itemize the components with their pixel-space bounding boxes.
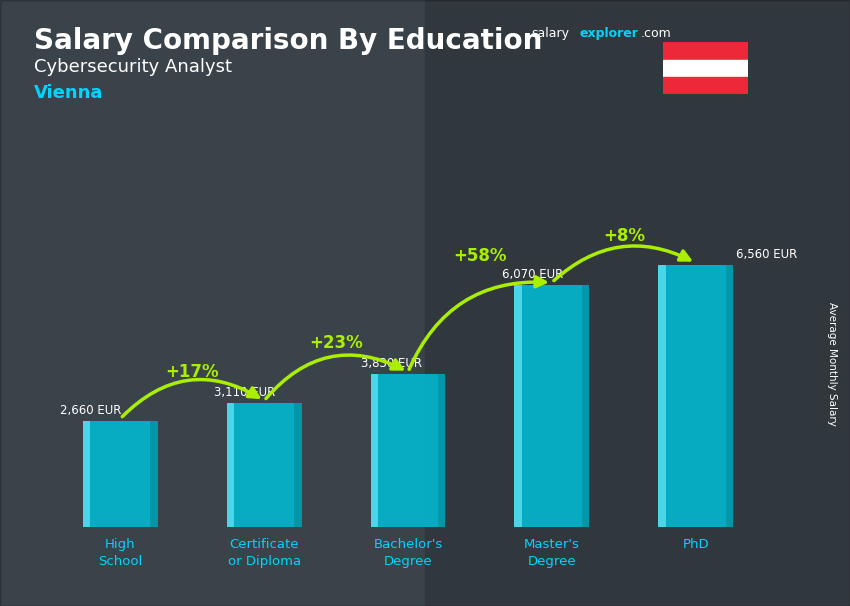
Text: 2,660 EUR: 2,660 EUR xyxy=(60,404,122,417)
Text: +58%: +58% xyxy=(453,247,507,265)
Bar xyxy=(294,403,302,527)
Bar xyxy=(514,285,522,527)
Bar xyxy=(83,421,90,527)
Text: 3,830 EUR: 3,830 EUR xyxy=(360,358,422,370)
Text: +23%: +23% xyxy=(309,334,363,352)
Text: 3,110 EUR: 3,110 EUR xyxy=(214,386,275,399)
Bar xyxy=(663,77,748,94)
Bar xyxy=(371,375,445,527)
Text: 6,560 EUR: 6,560 EUR xyxy=(736,248,797,261)
Text: explorer: explorer xyxy=(580,27,638,40)
Text: .com: .com xyxy=(641,27,672,40)
Text: +8%: +8% xyxy=(603,227,645,245)
Bar xyxy=(150,421,158,527)
Bar xyxy=(371,375,378,527)
Text: Salary Comparison By Education: Salary Comparison By Education xyxy=(34,27,542,55)
Text: Cybersecurity Analyst: Cybersecurity Analyst xyxy=(34,58,232,76)
Bar xyxy=(726,265,733,527)
Bar xyxy=(227,403,235,527)
Bar xyxy=(438,375,445,527)
Text: 6,070 EUR: 6,070 EUR xyxy=(502,268,563,281)
Bar xyxy=(658,265,666,527)
Bar xyxy=(658,265,733,527)
Bar xyxy=(425,0,850,606)
Bar xyxy=(663,42,748,59)
Bar xyxy=(663,59,748,77)
Bar xyxy=(581,285,589,527)
Bar xyxy=(0,0,425,606)
Bar xyxy=(514,285,589,527)
Text: salary: salary xyxy=(531,27,570,40)
Text: Vienna: Vienna xyxy=(34,84,104,102)
Bar xyxy=(83,421,158,527)
Bar xyxy=(227,403,302,527)
Text: Average Monthly Salary: Average Monthly Salary xyxy=(827,302,837,425)
Text: +17%: +17% xyxy=(166,363,219,381)
